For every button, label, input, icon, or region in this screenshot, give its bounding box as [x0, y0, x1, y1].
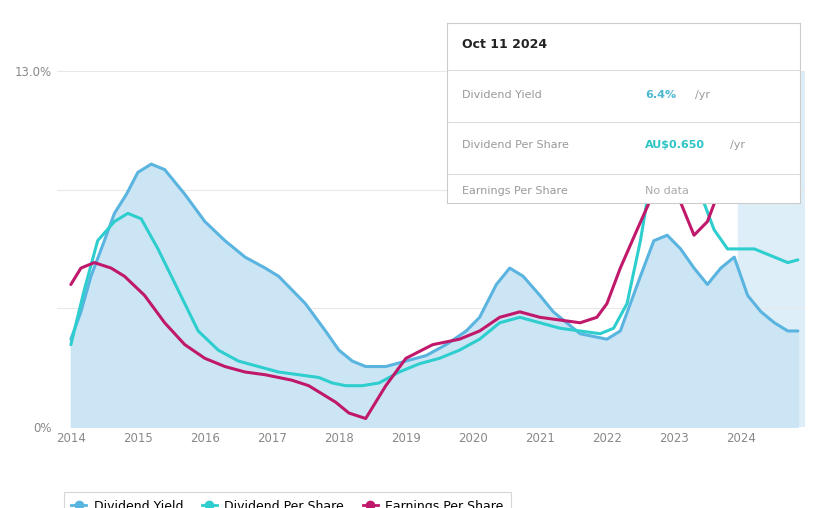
Text: AU$0.650: AU$0.650	[645, 141, 705, 150]
Text: /yr: /yr	[695, 90, 709, 100]
Text: /yr: /yr	[730, 141, 745, 150]
Text: Dividend Yield: Dividend Yield	[461, 90, 541, 100]
Text: Oct 11 2024: Oct 11 2024	[461, 38, 547, 51]
Text: Past: Past	[741, 82, 764, 92]
Text: Earnings Per Share: Earnings Per Share	[461, 185, 567, 196]
Text: Dividend Per Share: Dividend Per Share	[461, 141, 568, 150]
Bar	[737, 71, 805, 427]
Legend: Dividend Yield, Dividend Per Share, Earnings Per Share: Dividend Yield, Dividend Per Share, Earn…	[64, 492, 511, 508]
Text: No data: No data	[645, 185, 689, 196]
Text: 6.4%: 6.4%	[645, 90, 677, 100]
